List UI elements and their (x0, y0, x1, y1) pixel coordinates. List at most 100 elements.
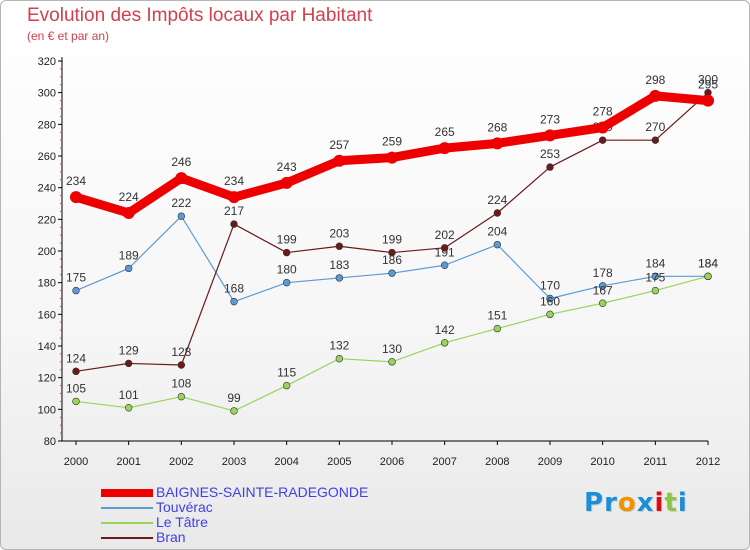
data-point (175, 172, 188, 185)
y-tick-label: 120 (38, 373, 56, 385)
data-point (388, 248, 396, 257)
data-label: 184 (698, 256, 718, 270)
data-label: 234 (224, 174, 244, 188)
y-tick-label: 80 (44, 436, 56, 448)
data-point (72, 397, 80, 406)
x-tick-label: 2004 (274, 456, 298, 468)
data-label: 132 (329, 339, 349, 353)
x-tick-label: 2002 (169, 456, 193, 468)
data-point (124, 359, 133, 368)
y-tick-label: 260 (38, 151, 56, 163)
data-label: 175 (66, 271, 86, 285)
y-tick-label: 200 (38, 246, 56, 258)
data-point (122, 207, 135, 219)
data-point (651, 272, 660, 281)
x-tick-label: 2011 (644, 456, 668, 468)
y-tick-label: 280 (38, 119, 56, 131)
data-point (598, 136, 607, 144)
data-point (598, 299, 607, 307)
data-label: 170 (540, 279, 560, 293)
legend-swatch (101, 489, 153, 497)
data-point (70, 191, 82, 204)
data-point (544, 129, 556, 142)
data-label: 160 (540, 294, 560, 308)
data-point (230, 407, 238, 415)
logo-letter: o (617, 488, 637, 518)
data-point (651, 286, 660, 295)
y-tick-label: 300 (38, 88, 56, 100)
logo-letter: t (664, 488, 678, 518)
data-point (651, 136, 660, 144)
data-point (493, 240, 502, 249)
data-point (440, 261, 449, 269)
data-point (228, 191, 240, 204)
data-point (333, 154, 346, 167)
data-label: 105 (66, 381, 86, 395)
x-tick-label: 2012 (696, 456, 720, 468)
data-label: 184 (645, 256, 665, 270)
chart-title: Evolution des Impôts locaux par Habitant (27, 5, 373, 26)
data-point (72, 367, 80, 376)
data-label: 167 (593, 283, 613, 297)
y-tick-label: 140 (38, 341, 56, 353)
data-label: 268 (487, 120, 507, 134)
data-label: 253 (540, 147, 560, 161)
x-tick-label: 2007 (432, 456, 456, 468)
data-point (440, 244, 449, 252)
y-tick-label: 160 (38, 309, 56, 321)
data-point (177, 361, 186, 369)
y-tick-label: 220 (38, 214, 56, 226)
y-tick-label: 100 (38, 404, 56, 416)
data-label: 298 (645, 73, 665, 87)
data-point (335, 274, 344, 282)
logo-letter: i (654, 488, 665, 518)
data-label: 151 (487, 309, 507, 323)
data-label: 202 (435, 228, 455, 242)
y-tick-label: 180 (38, 278, 56, 290)
data-label: 115 (277, 366, 296, 380)
logo-letter: x (636, 488, 655, 518)
data-point (438, 142, 451, 155)
data-point (388, 269, 396, 277)
data-label: 246 (171, 155, 191, 169)
data-point (546, 163, 554, 171)
data-label: 224 (119, 190, 139, 204)
legend-label: BAIGNES-SAINTE-RADEGONDE (156, 484, 369, 500)
legend-label: Le Tâtre (156, 514, 208, 530)
data-label: 259 (382, 135, 402, 149)
data-point (282, 248, 291, 257)
data-label: 186 (382, 253, 402, 267)
data-label: 222 (171, 196, 191, 210)
line-chart: 80 100 120 140 160 180 200 220 240 260 280 300 320 20… (38, 56, 721, 468)
x-tick-label: 2009 (538, 456, 562, 468)
x-tick-label: 2001 (116, 456, 140, 468)
legend-swatch (101, 537, 153, 539)
logo-letter: i (677, 488, 688, 518)
x-tick-label: 2003 (222, 456, 246, 468)
data-label: 199 (382, 233, 402, 247)
data-point (335, 354, 344, 363)
data-label: 130 (382, 342, 402, 356)
data-label: 217 (224, 204, 244, 218)
data-label: 243 (277, 160, 297, 174)
data-label: 203 (329, 226, 349, 240)
data-point (649, 89, 662, 102)
legend-swatch (101, 522, 153, 524)
data-point (230, 220, 238, 228)
x-tick-label: 2005 (327, 456, 351, 468)
data-point (386, 151, 398, 164)
data-point (704, 272, 712, 281)
data-label: 300 (698, 73, 718, 87)
data-point (280, 176, 293, 189)
data-label: 108 (171, 377, 191, 391)
data-label: 175 (645, 271, 665, 285)
data-point (596, 121, 609, 134)
data-label: 234 (66, 174, 86, 188)
data-point (388, 358, 396, 366)
data-point (546, 294, 554, 303)
chart-subtitle: (en € et par an) (27, 29, 110, 43)
data-label: 278 (593, 105, 613, 119)
data-point (702, 94, 714, 107)
y-tick-label: 320 (38, 56, 56, 68)
data-label: 178 (593, 266, 613, 280)
